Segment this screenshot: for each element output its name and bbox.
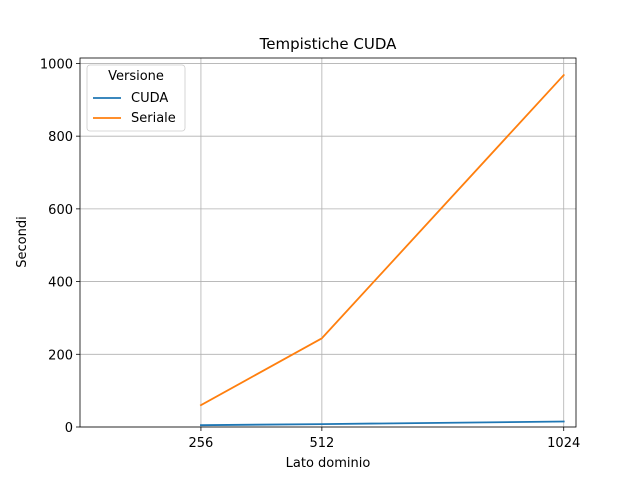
y-axis-title: Secondi bbox=[15, 216, 30, 267]
plot-frame bbox=[79, 57, 577, 428]
series-line-cuda bbox=[200, 420, 565, 427]
legend-box bbox=[86, 64, 186, 132]
y-tick-label: 200 bbox=[48, 348, 73, 363]
y-tick-label: 0 bbox=[65, 421, 73, 436]
y-tick-label: 1000 bbox=[40, 57, 73, 72]
legend: Versione CUDA Seriale bbox=[86, 64, 186, 132]
legend-title: Versione bbox=[108, 69, 164, 84]
ticks: 256 512 1024 0 200 400 600 800 1000 bbox=[40, 57, 580, 451]
series-line-seriale bbox=[199, 73, 565, 407]
x-tick-label: 256 bbox=[189, 436, 214, 451]
series-layer bbox=[199, 73, 565, 427]
legend-label-seriale: Seriale bbox=[131, 111, 176, 126]
x-axis-title: Lato dominio bbox=[286, 456, 371, 471]
x-tick-label: 1024 bbox=[547, 436, 580, 451]
x-tick-label: 512 bbox=[309, 436, 334, 451]
chart-title: Tempistiche CUDA bbox=[259, 35, 397, 53]
y-tick-label: 600 bbox=[48, 203, 73, 218]
y-tick-label: 400 bbox=[48, 276, 73, 291]
y-tick-label: 800 bbox=[48, 130, 73, 145]
legend-label-cuda: CUDA bbox=[131, 91, 168, 106]
